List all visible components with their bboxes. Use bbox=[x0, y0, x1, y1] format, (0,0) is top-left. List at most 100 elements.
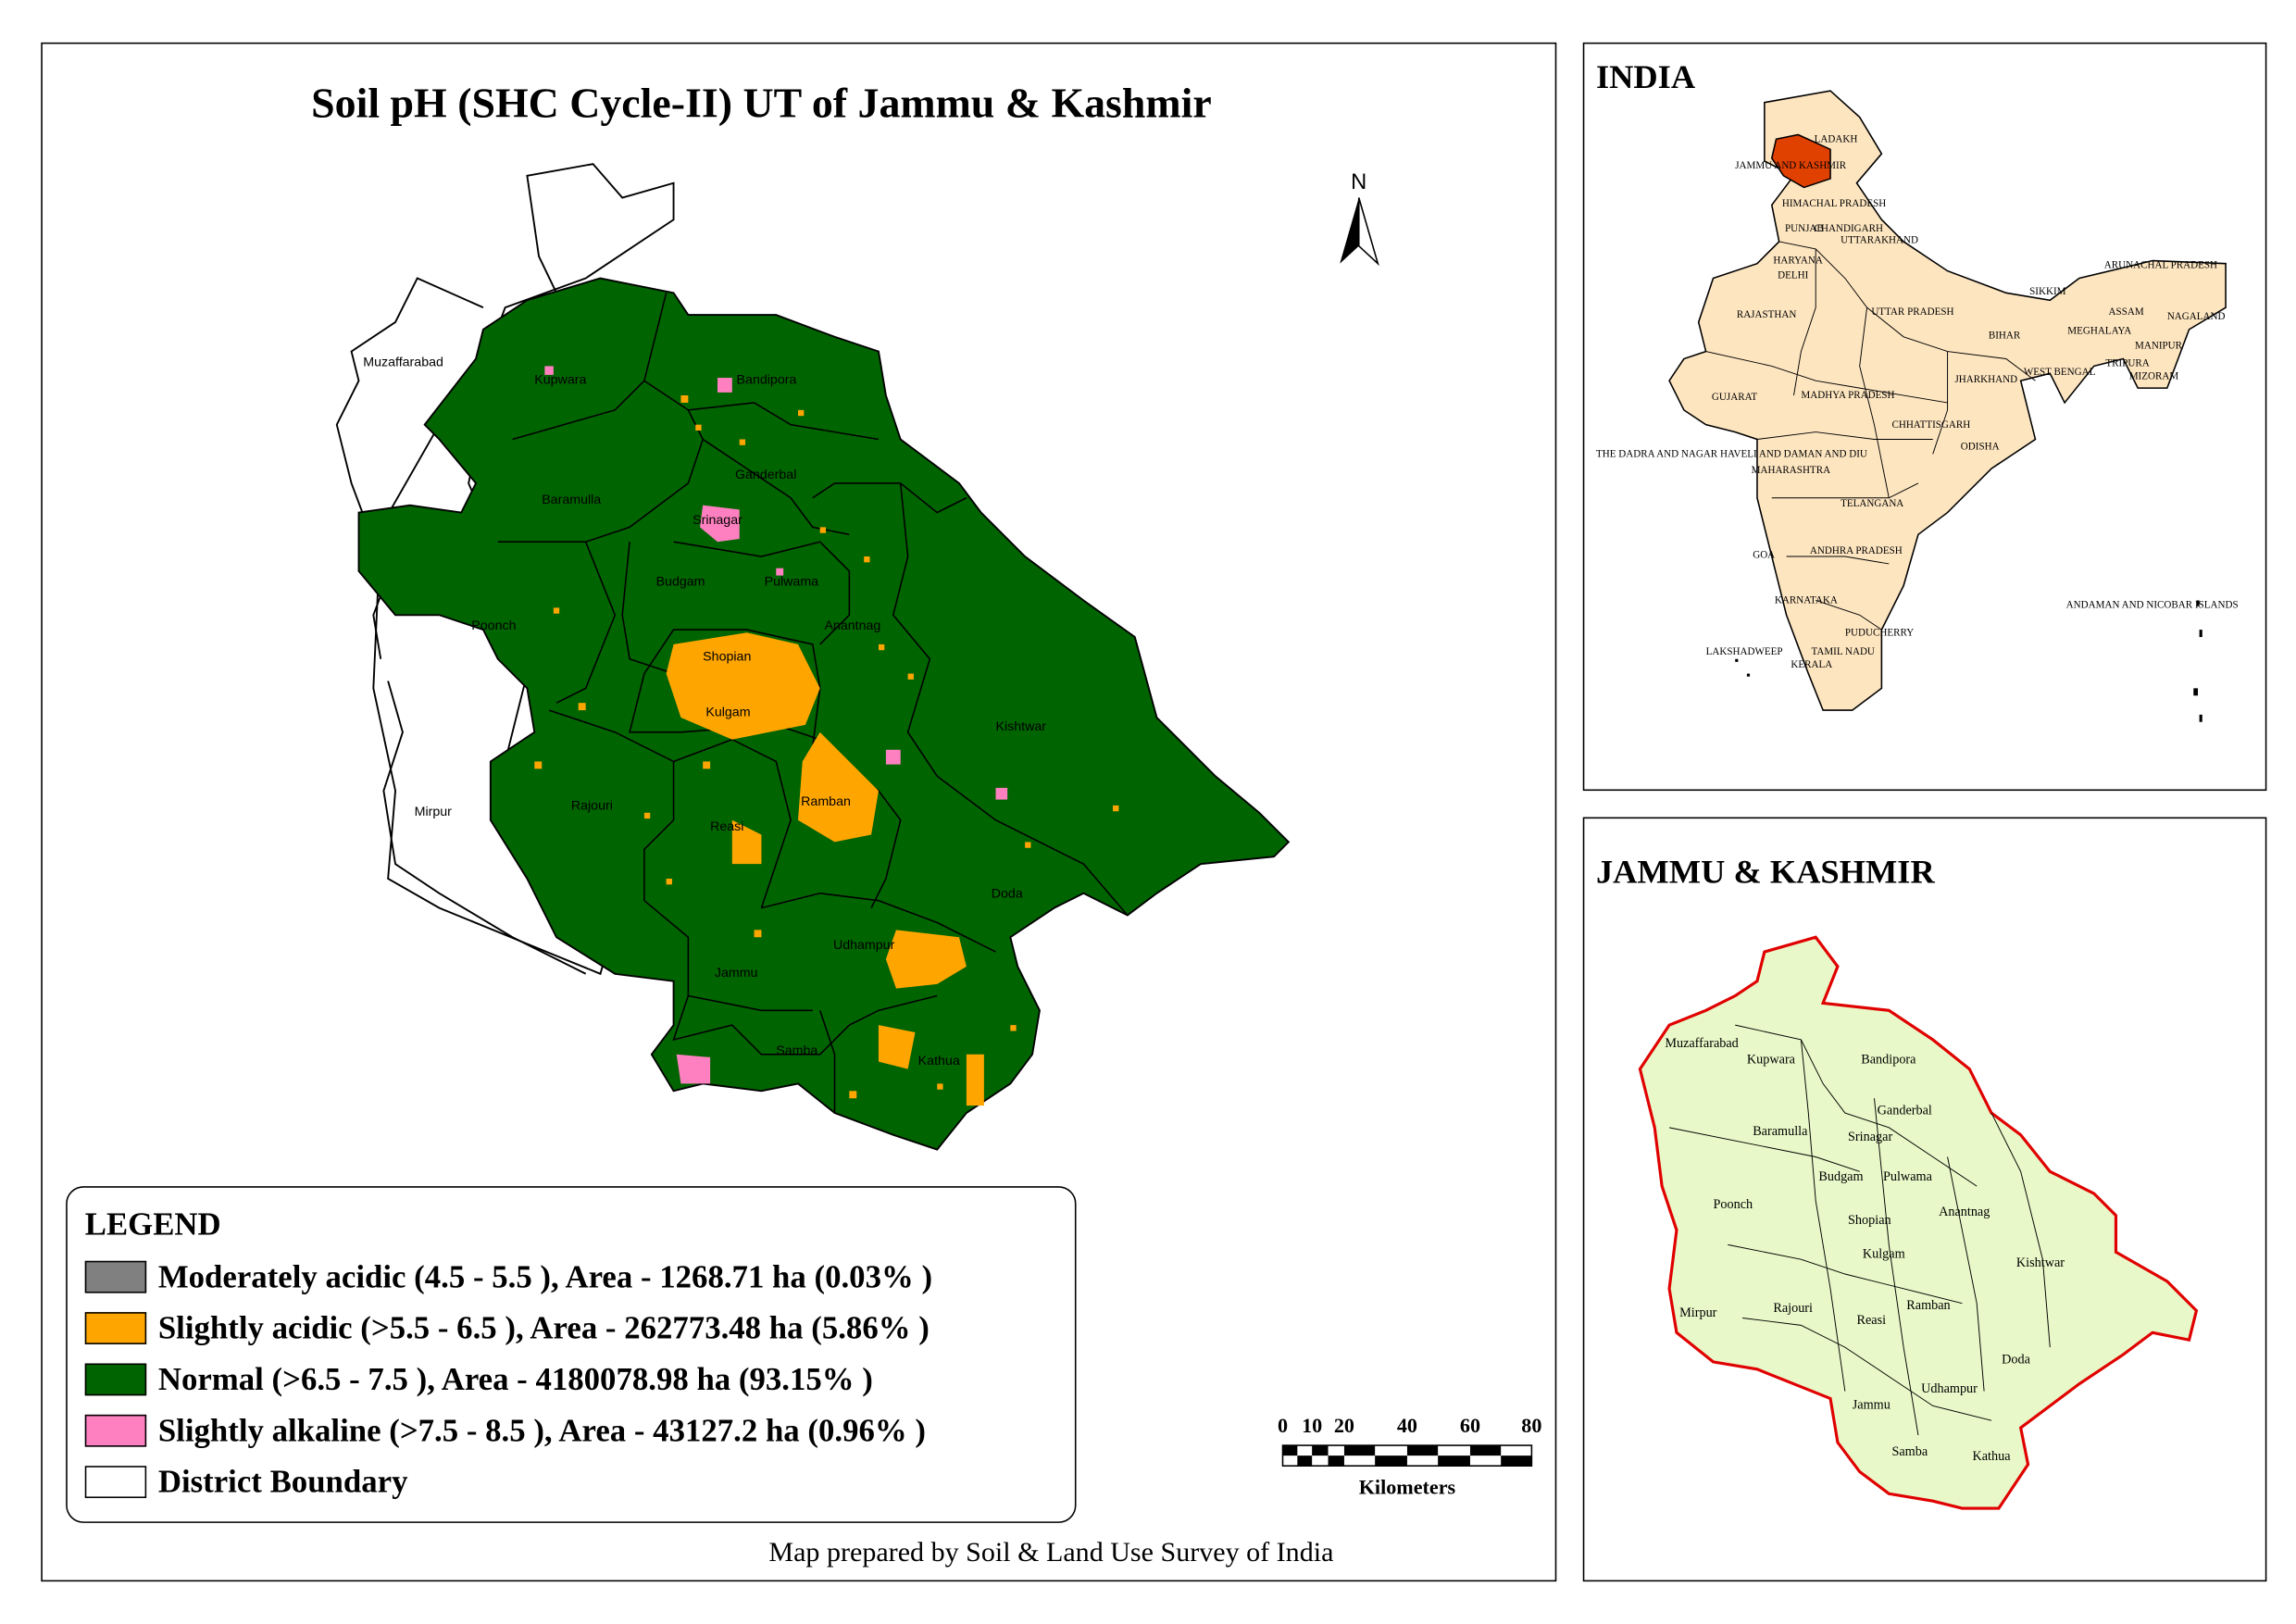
map-credit: Map prepared by Soil & Land Use Survey o… bbox=[768, 1537, 1334, 1568]
india-state-label-punjab: PUNJAB bbox=[1785, 223, 1824, 234]
main-district-label-rajouri: Rajouri bbox=[571, 799, 613, 814]
main-district-label-budgam: Budgam bbox=[656, 575, 705, 590]
jk-inset-district-label-bandipora: Bandipora bbox=[1861, 1052, 1916, 1067]
jk-inset-district-label-doda: Doda bbox=[2002, 1352, 2030, 1367]
jk-inset-district-label-ramban: Ramban bbox=[1906, 1298, 1950, 1313]
india-state-label-andaman-and-nicobar-islands: ANDAMAN AND NICOBAR ISLANDS bbox=[2066, 599, 2239, 610]
main-district-label-srinagar: Srinagar bbox=[693, 513, 742, 528]
jk-inset-district-label-kupwara: Kupwara bbox=[1747, 1052, 1796, 1067]
scale-tick-60: 60 bbox=[1460, 1414, 1480, 1437]
scale-tick-10: 10 bbox=[1302, 1414, 1322, 1437]
legend-item-normal: Normal (>6.5 - 7.5 ), Area - 4180078.98 … bbox=[84, 1360, 873, 1398]
jk-inset-district-label-srinagar: Srinagar bbox=[1848, 1130, 1892, 1144]
jk-highlight bbox=[1770, 133, 1831, 189]
india-state-label-manipur: MANIPUR bbox=[2135, 340, 2183, 351]
scale-tick-40: 40 bbox=[1397, 1414, 1417, 1437]
india-state-label-uttarakhand: UTTARAKHAND bbox=[1841, 235, 1918, 246]
main-district-label-reasi: Reasi bbox=[710, 819, 743, 834]
jk-inset-district-label-anantnag: Anantnag bbox=[1939, 1205, 1990, 1219]
jk-inset-district-label-baramulla: Baramulla bbox=[1753, 1124, 1808, 1139]
main-district-label-udhampur: Udhampur bbox=[833, 938, 895, 953]
main-district-label-poonch: Poonch bbox=[471, 618, 516, 633]
main-district-label-mirpur: Mirpur bbox=[415, 805, 453, 819]
india-state-label-tamil-nadu: TAMIL NADU bbox=[1811, 646, 1874, 657]
north-arrow-icon: N bbox=[1340, 170, 1379, 267]
jk-inset-map: Muzaffarabad Kupwara Bandipora Ganderbal Bar… bbox=[1638, 935, 2199, 1510]
india-state-label-madhya-pradesh: MADHYA PRADESH bbox=[1801, 390, 1894, 401]
main-map-title: Soil pH (SHC Cycle-II) UT of Jammu & Kas… bbox=[311, 80, 1212, 128]
india-state-label-odisha: ODISHA bbox=[1961, 442, 2000, 453]
india-state-label-himachal-pradesh: HIMACHAL PRADESH bbox=[1782, 198, 1886, 209]
main-district-label-baramulla: Baramulla bbox=[542, 493, 601, 507]
legend-swatch bbox=[84, 1414, 147, 1447]
jk-inset-district-label-jammu: Jammu bbox=[1853, 1398, 1890, 1413]
main-district-label-kulgam: Kulgam bbox=[705, 705, 750, 719]
india-state-label-lakshadweep: LAKSHADWEEP bbox=[1706, 646, 1783, 657]
main-district-label-samba: Samba bbox=[776, 1043, 817, 1058]
jk-inset-outline bbox=[1638, 935, 2199, 1510]
jk-inset-district-label-reasi: Reasi bbox=[1857, 1313, 1887, 1328]
main-district-label-anantnag: Anantnag bbox=[824, 618, 880, 633]
legend-item-moderately-acidic: Moderately acidic (4.5 - 5.5 ), Area - 1… bbox=[84, 1258, 932, 1296]
india-state-label-karnataka: KARNATAKA bbox=[1775, 595, 1838, 606]
jk-inset-district-label-kishtwar: Kishtwar bbox=[2016, 1255, 2065, 1270]
scale-tick-80: 80 bbox=[1521, 1414, 1541, 1437]
jk-inset-district-label-mirpur: Mirpur bbox=[1679, 1305, 1717, 1320]
legend-swatch bbox=[84, 1466, 147, 1499]
india-state-label-chandigarh: CHANDIGARH bbox=[1815, 223, 1883, 234]
main-district-label-kathua: Kathua bbox=[918, 1054, 960, 1068]
india-state-label-bihar: BIHAR bbox=[1989, 330, 2021, 341]
india-state-label-gujarat: GUJARAT bbox=[1712, 392, 1757, 403]
main-map: Muzaffarabad Kupwara Bandipora Ganderbal Bar… bbox=[335, 163, 1379, 1151]
main-district-label-jammu: Jammu bbox=[715, 966, 758, 981]
india-state-label-assam: ASSAM bbox=[2109, 306, 2144, 318]
india-state-label-rajasthan: RAJASTHAN bbox=[1737, 309, 1797, 320]
india-state-label-jammu-and-kashmir: JAMMU AND KASHMIR bbox=[1735, 160, 1846, 171]
india-state-label-tripura: TRIPURA bbox=[2105, 357, 2149, 369]
india-state-label-arunachal-pradesh: ARUNACHAL PRADESH bbox=[2104, 259, 2217, 270]
main-district-label-doda: Doda bbox=[992, 887, 1023, 902]
scale-tick-20: 20 bbox=[1334, 1414, 1354, 1437]
india-state-label-west-bengal: WEST BENGAL bbox=[2024, 367, 2096, 378]
legend-item-slightly-acidic: Slightly acidic (>5.5 - 6.5 ), Area - 26… bbox=[84, 1308, 930, 1347]
india-state-label-mizoram: MIZORAM bbox=[2129, 371, 2179, 382]
jk-inset-district-label-shopian: Shopian bbox=[1848, 1213, 1891, 1228]
legend-label: Slightly alkaline (>7.5 - 8.5 ), Area - … bbox=[157, 1411, 926, 1449]
jk-inset-district-label-kulgam: Kulgam bbox=[1863, 1247, 1905, 1262]
jk-inset-district-label-udhampur: Udhampur bbox=[1921, 1381, 1978, 1396]
jk-inset-district-label-samba: Samba bbox=[1891, 1444, 1928, 1459]
legend-box: LEGEND Moderately acidic (4.5 - 5.5 ), A… bbox=[66, 1186, 1077, 1523]
jk-inset-district-label-ganderbal: Ganderbal bbox=[1878, 1104, 1932, 1118]
jk-inset-district-label-pulwama: Pulwama bbox=[1883, 1169, 1933, 1184]
india-state-label-chhattisgarh: CHHATTISGARH bbox=[1891, 419, 1970, 431]
india-state-label-kerala: KERALA bbox=[1791, 659, 1832, 670]
scale-tick-0: 0 bbox=[1278, 1414, 1288, 1437]
india-state-label-puducherry: PUDUCHERRY bbox=[1845, 627, 1914, 638]
jk-inset-district-label-poonch: Poonch bbox=[1714, 1197, 1753, 1212]
legend-label: Normal (>6.5 - 7.5 ), Area - 4180078.98 … bbox=[157, 1360, 873, 1397]
india-state-label-nagaland: NAGALAND bbox=[2167, 311, 2226, 322]
jk-inset-title: JAMMU & KASHMIR bbox=[1595, 854, 1935, 891]
legend-item-slightly-alkaline: Slightly alkaline (>7.5 - 8.5 ), Area - … bbox=[84, 1411, 926, 1450]
india-state-label-sikkim: SIKKIM bbox=[2029, 286, 2065, 297]
india-map: LADAKH JAMMU AND KASHMIR HIMACHAL PRADESH P… bbox=[1596, 90, 2239, 722]
jk-region bbox=[357, 277, 1291, 1151]
india-inset-title: INDIA bbox=[1595, 58, 1696, 95]
legend-label: Slightly acidic (>5.5 - 6.5 ), Area - 26… bbox=[157, 1308, 930, 1346]
main-district-label-muzaffarabad: Muzaffarabad bbox=[363, 355, 443, 369]
legend-label: District Boundary bbox=[157, 1463, 408, 1500]
india-state-label-jharkhand: JHARKHAND bbox=[1954, 374, 2017, 385]
india-state-label-meghalaya: MEGHALAYA bbox=[2067, 326, 2131, 337]
main-district-label-kishtwar: Kishtwar bbox=[996, 719, 1047, 734]
main-district-label-pulwama: Pulwama bbox=[765, 575, 819, 590]
india-state-label-the-dadra-and-nagar-haveli-and-daman-and-diu: THE DADRA AND NAGAR HAVELI AND DAMAN AND… bbox=[1596, 448, 1867, 459]
india-state-label-ladakh: LADAKH bbox=[1815, 133, 1858, 144]
legend-item-district-boundary: District Boundary bbox=[84, 1463, 408, 1501]
north-arrow-label: N bbox=[1351, 170, 1366, 194]
india-state-label-uttar-pradesh: UTTAR PRADESH bbox=[1871, 306, 1953, 318]
pok-region bbox=[372, 163, 675, 976]
scale-unit: Kilometers bbox=[1359, 1475, 1456, 1498]
jk-inset-district-label-kathua: Kathua bbox=[1972, 1449, 2011, 1464]
jk-inset-district-label-muzaffarabad: Muzaffarabad bbox=[1665, 1036, 1738, 1051]
legend-swatch bbox=[84, 1312, 147, 1344]
